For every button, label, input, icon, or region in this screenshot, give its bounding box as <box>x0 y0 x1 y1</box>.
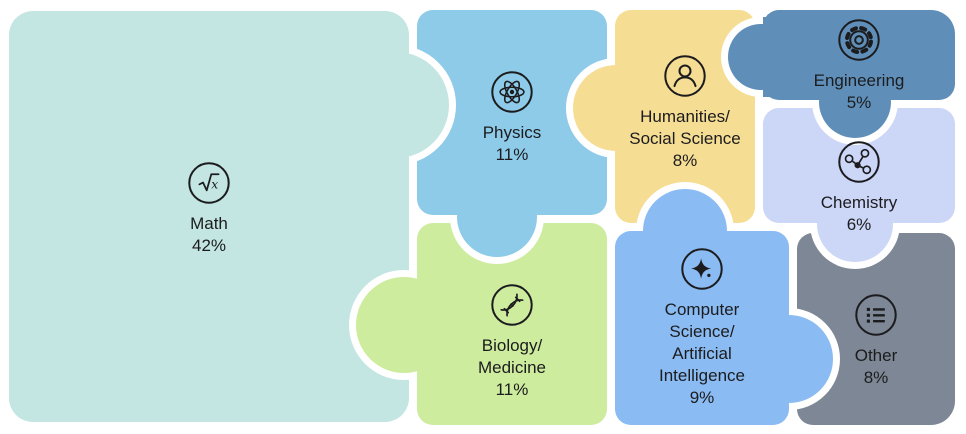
piece-engineering: Engineering 5% <box>763 10 955 112</box>
piece-biology-value: 11% <box>495 380 529 399</box>
piece-math-value: 42% <box>191 236 227 255</box>
molecule-icon <box>837 140 881 184</box>
knob-neck-cs-other <box>738 308 789 410</box>
piece-engineering-value: 5% <box>846 93 872 112</box>
piece-other-content: Other 8% <box>797 233 955 425</box>
piece-humanities-content: Humanities/ Social Science 8% <box>615 10 755 223</box>
piece-other-value: 8% <box>863 368 889 387</box>
piece-humanities: Humanities/ Social Science 8% <box>615 10 755 223</box>
piece-chemistry-value: 6% <box>846 215 872 234</box>
piece-computer-science: Computer Science/ Artificial Intelligenc… <box>615 231 789 425</box>
piece-computer-science-value: 9% <box>689 388 715 407</box>
piece-computer-science-label: Computer Science/ Artificial Intelligenc… <box>658 300 745 385</box>
piece-math-content: x Math 42% <box>9 11 409 422</box>
dna-icon <box>490 283 534 327</box>
knob-neck-chemistry-other <box>810 179 900 223</box>
piece-engineering-label: Engineering <box>813 71 905 90</box>
knob-neck-biology-math <box>417 270 459 380</box>
piece-other: Other 8% <box>797 233 955 425</box>
piece-chemistry-label: Chemistry <box>820 193 898 212</box>
list-icon <box>854 293 898 337</box>
piece-math: x Math 42% <box>9 11 409 422</box>
atom-icon <box>490 70 534 114</box>
square-root-icon: x <box>187 161 231 205</box>
piece-chemistry: Chemistry 6% <box>763 108 955 234</box>
piece-biology-label: Biology/ Medicine <box>477 336 547 377</box>
knob-neck-engineering-humanities <box>763 17 801 97</box>
piece-physics-value: 11% <box>495 145 529 164</box>
knob-neck-humanities-physics <box>615 58 666 158</box>
piece-biology-content: Biology/ Medicine 11% <box>417 223 607 425</box>
piece-physics: Physics 11% <box>417 10 607 215</box>
piece-physics-label: Physics <box>482 123 542 142</box>
piece-humanities-label: Humanities/ Social Science <box>629 107 741 148</box>
knob-neck-math-physics <box>336 45 409 165</box>
piece-computer-science-content: Computer Science/ Artificial Intelligenc… <box>615 231 789 425</box>
piece-humanities-value: 8% <box>672 151 698 170</box>
piece-engineering-content: Engineering 5% <box>763 10 955 112</box>
piece-math-label: Math <box>190 214 228 233</box>
knob-neck-engineering-chemistry <box>812 59 898 100</box>
svg-text:x: x <box>211 178 218 192</box>
person-icon <box>663 54 707 98</box>
piece-other-label: Other <box>854 346 898 365</box>
gear-icon <box>837 18 881 62</box>
knob-neck-physics-biology <box>450 170 544 215</box>
piece-chemistry-content: Chemistry 6% <box>763 108 955 234</box>
sparkles-icon <box>680 247 724 291</box>
piece-physics-content: Physics 11% <box>417 10 607 215</box>
piece-biology: Biology/ Medicine 11% <box>417 223 607 425</box>
